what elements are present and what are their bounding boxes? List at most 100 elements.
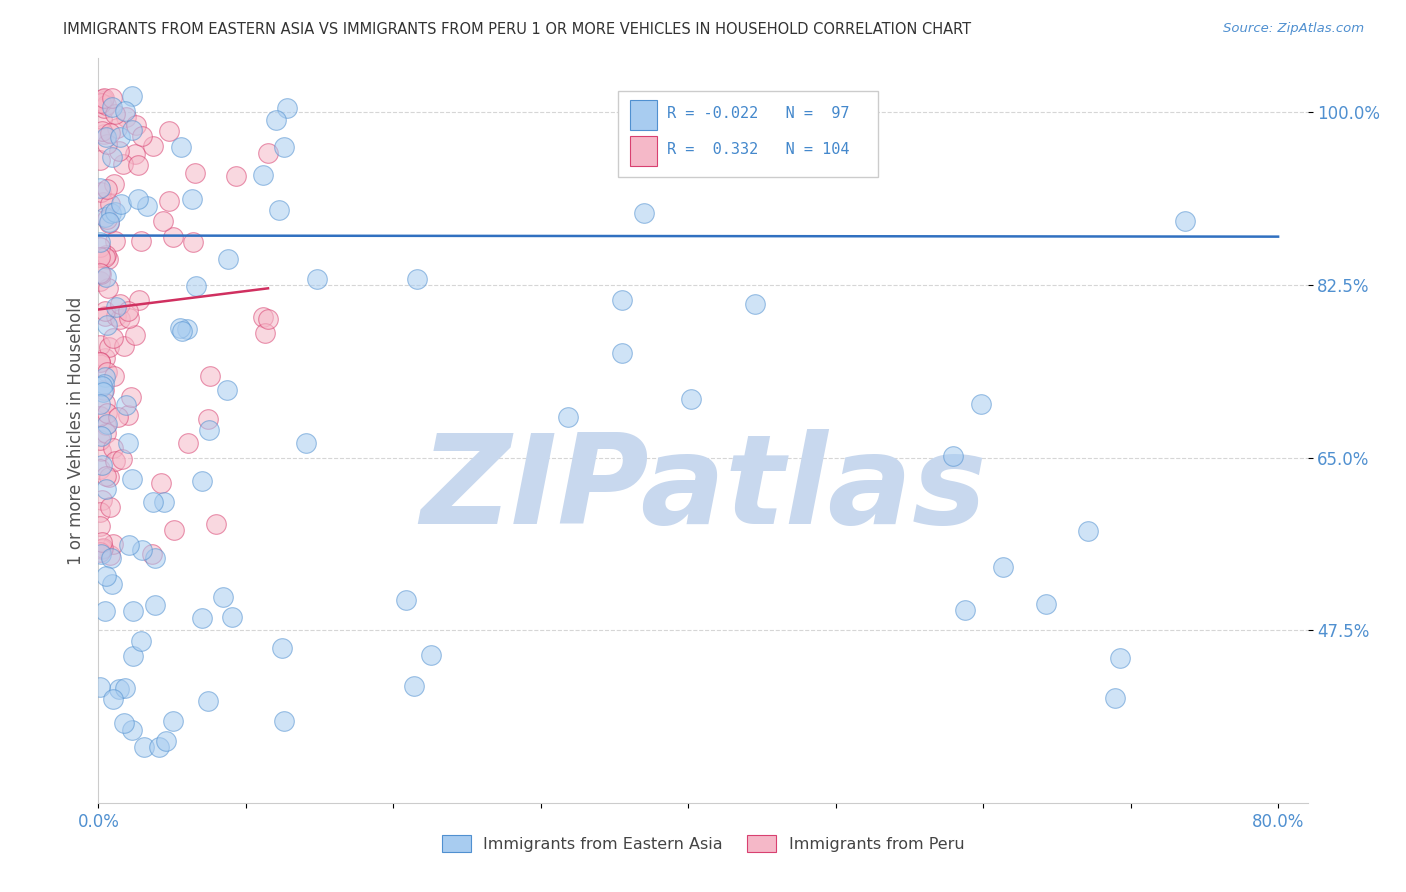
Point	[114, 104, 136, 119]
Point	[162, 714, 184, 728]
Point	[89, 397, 111, 411]
Point	[1035, 597, 1057, 611]
Point	[97, 341, 120, 355]
Point	[98, 500, 121, 515]
Point	[90, 541, 112, 556]
Point	[97, 281, 120, 295]
Point	[97, 470, 120, 484]
Point	[148, 740, 170, 755]
Point	[110, 196, 132, 211]
Point	[170, 324, 193, 338]
Point	[197, 411, 219, 425]
Point	[103, 331, 125, 345]
Point	[953, 603, 976, 617]
Point	[89, 505, 111, 519]
Point	[225, 169, 247, 184]
Point	[181, 192, 204, 206]
Point	[198, 423, 221, 437]
Point	[89, 240, 111, 254]
Point	[273, 714, 295, 729]
Point	[118, 537, 141, 551]
Point	[94, 129, 117, 144]
Point	[89, 95, 111, 110]
Point	[90, 547, 112, 561]
Point	[93, 370, 115, 384]
Point	[89, 355, 111, 369]
Point	[121, 472, 143, 486]
Point	[204, 517, 226, 532]
Point	[152, 214, 174, 228]
Point	[217, 252, 239, 266]
Point	[170, 140, 193, 154]
Point	[101, 577, 124, 591]
Point	[197, 694, 219, 708]
Point	[94, 469, 117, 483]
Point	[1109, 651, 1132, 665]
Point	[112, 339, 135, 353]
Point	[91, 124, 114, 138]
Point	[177, 435, 200, 450]
Point	[98, 215, 121, 229]
Point	[91, 94, 114, 108]
Point	[117, 409, 139, 423]
Point	[131, 128, 153, 143]
Point	[91, 378, 114, 392]
Point	[120, 390, 142, 404]
Point	[90, 112, 112, 126]
Point	[114, 681, 136, 696]
Point	[395, 593, 418, 607]
Point	[93, 210, 115, 224]
Point	[991, 560, 1014, 574]
Point	[191, 610, 214, 624]
Point	[104, 107, 127, 121]
Point	[96, 211, 118, 226]
Point	[163, 523, 186, 537]
Point	[191, 475, 214, 489]
Point	[117, 304, 139, 318]
Point	[89, 680, 111, 694]
Point	[94, 250, 117, 264]
Point	[104, 310, 127, 324]
Point	[267, 202, 290, 217]
Point	[89, 274, 111, 288]
Point	[104, 204, 127, 219]
Point	[91, 534, 114, 549]
Point	[111, 157, 134, 171]
Point	[127, 157, 149, 171]
Point	[98, 197, 121, 211]
Point	[94, 248, 117, 262]
Point	[89, 266, 111, 280]
Point	[103, 234, 125, 248]
Point	[264, 113, 287, 128]
Point	[93, 384, 115, 398]
Point	[253, 326, 276, 341]
Point	[108, 130, 131, 145]
Point	[184, 166, 207, 180]
Point	[169, 321, 191, 335]
Point	[108, 312, 131, 326]
Point	[122, 604, 145, 618]
Point	[142, 139, 165, 153]
Point	[96, 270, 118, 285]
Point	[162, 229, 184, 244]
Point	[252, 168, 274, 182]
Point	[89, 519, 111, 533]
Point	[307, 272, 329, 286]
Point	[121, 89, 143, 103]
Point	[96, 98, 118, 112]
Point	[108, 297, 131, 311]
Point	[633, 205, 655, 219]
Y-axis label: 1 or more Vehicles in Household: 1 or more Vehicles in Household	[66, 296, 84, 565]
Point	[94, 569, 117, 583]
Bar	[630, 136, 657, 166]
Point	[108, 682, 131, 697]
Point	[94, 417, 117, 432]
Point	[89, 337, 111, 351]
Point	[221, 610, 243, 624]
Point	[124, 147, 146, 161]
FancyBboxPatch shape	[619, 92, 879, 178]
Point	[143, 550, 166, 565]
Point	[103, 368, 125, 383]
Point	[93, 128, 115, 142]
Point	[94, 483, 117, 497]
